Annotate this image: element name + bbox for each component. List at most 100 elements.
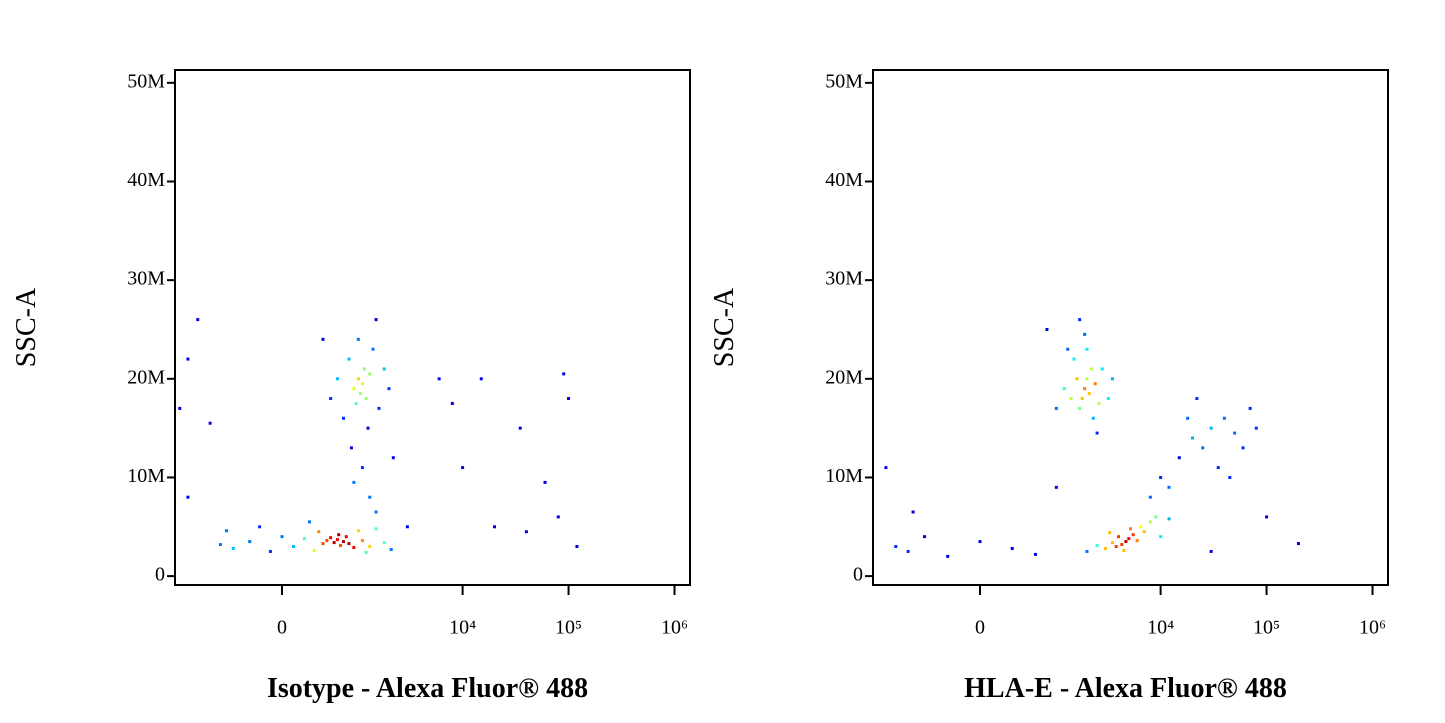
event-dot [368, 372, 372, 376]
event-dot [1091, 416, 1095, 420]
event-dot [479, 377, 483, 381]
x-axis-label: HLA-E - Alexa Fluor® 488 [964, 673, 1287, 704]
event-dot [1228, 475, 1232, 479]
event-dot [1062, 387, 1066, 391]
event-dot [1083, 332, 1087, 336]
event-dot [1122, 548, 1126, 552]
event-dot [208, 421, 212, 425]
event-dot [356, 529, 360, 533]
event-dot [1124, 540, 1128, 544]
event-dot [1177, 456, 1181, 460]
event-dot [332, 541, 336, 545]
panel: 0 10M 20M 30M 40M 50M 0 10⁴ 10⁵ 10⁶ HLA-E - Alexa … [709, 69, 1389, 704]
panel: 0 10M 20M 30M 40M 50M 0 10⁴ 10⁵ 10⁶ Isotype - Alex… [11, 69, 691, 704]
y-tick-label: 10M [825, 465, 863, 487]
y-tick-label: 0 [853, 564, 863, 586]
event-dot [1222, 416, 1226, 420]
x-tick-label: 0 [277, 617, 287, 639]
event-dot [374, 510, 378, 514]
event-dot [1209, 426, 1213, 430]
event-dot [1216, 466, 1220, 470]
event-dot [1167, 517, 1171, 521]
event-dot [1045, 327, 1049, 331]
event-dot [437, 377, 441, 381]
y-axis-label: SSC-A [709, 287, 740, 367]
event-dot [1097, 401, 1101, 405]
x-axis-label: Isotype - Alexa Fluor® 488 [267, 673, 588, 704]
event-dot [354, 401, 358, 405]
event-dot [349, 446, 353, 450]
event-dot [1010, 546, 1014, 550]
event-dot [1190, 436, 1194, 440]
y-tick-label: 30M [127, 268, 165, 290]
event-dot [317, 530, 321, 534]
event-dot [218, 543, 222, 547]
event-dot [1083, 387, 1087, 391]
event-dot [352, 480, 356, 484]
event-dot [1254, 426, 1258, 430]
event-dot [231, 546, 235, 550]
event-dot [335, 377, 339, 381]
event-dot [461, 466, 465, 470]
event-dot [1075, 377, 1079, 381]
event-dot [884, 466, 888, 470]
event-dot [1089, 367, 1093, 371]
event-dot [352, 387, 356, 391]
event-dot [347, 542, 351, 546]
event-dot [280, 535, 284, 539]
plot-frame [872, 69, 1389, 586]
event-dot [368, 495, 372, 499]
event-dot [1265, 515, 1269, 519]
event-dot [344, 535, 348, 539]
event-dot [186, 495, 190, 499]
event-dot [352, 546, 356, 550]
event-dot [946, 554, 950, 558]
event-dot [374, 527, 378, 531]
event-dot [524, 530, 528, 534]
event-dot [321, 337, 325, 341]
event-dot [1117, 535, 1121, 539]
x-tick-label: 10⁵ [1253, 617, 1280, 639]
event-dot [362, 367, 366, 371]
event-dot [356, 377, 360, 381]
event-dot [1248, 406, 1252, 410]
event-dot [543, 480, 547, 484]
x-tick-label: 0 [975, 617, 985, 639]
event-dot [1148, 495, 1152, 499]
event-dot [1167, 485, 1171, 489]
event-dot [1110, 377, 1114, 381]
event-dot [186, 357, 190, 361]
event-dot [1103, 546, 1107, 550]
event-dot [248, 540, 252, 544]
x-tick-label: 10⁵ [555, 617, 582, 639]
event-dot [302, 537, 306, 541]
y-tick-label: 40M [127, 169, 165, 191]
event-dot [1085, 549, 1089, 553]
event-dot [360, 382, 364, 386]
event-dot [371, 347, 375, 351]
event-dot [1106, 397, 1110, 401]
event-dot [1078, 318, 1082, 322]
event-dot [978, 540, 982, 544]
event-dot [911, 510, 915, 514]
event-dot [1085, 347, 1089, 351]
event-dot [225, 529, 229, 533]
y-tick-label: 20M [825, 366, 863, 388]
event-dot [1080, 397, 1084, 401]
y-tick-label: 0 [155, 564, 165, 586]
event-dot [292, 545, 296, 549]
event-dot [382, 541, 386, 545]
event-dot [562, 372, 566, 376]
event-dot [1154, 515, 1158, 519]
event-dot [1129, 527, 1133, 531]
event-dot [321, 542, 325, 546]
event-dot [1241, 446, 1245, 450]
event-dot [329, 536, 333, 540]
event-dot [196, 318, 200, 322]
event-dot [374, 318, 378, 322]
event-dot [1085, 377, 1089, 381]
event-dot [1108, 531, 1112, 535]
y-tick-label: 50M [825, 70, 863, 92]
event-dot [906, 549, 910, 553]
